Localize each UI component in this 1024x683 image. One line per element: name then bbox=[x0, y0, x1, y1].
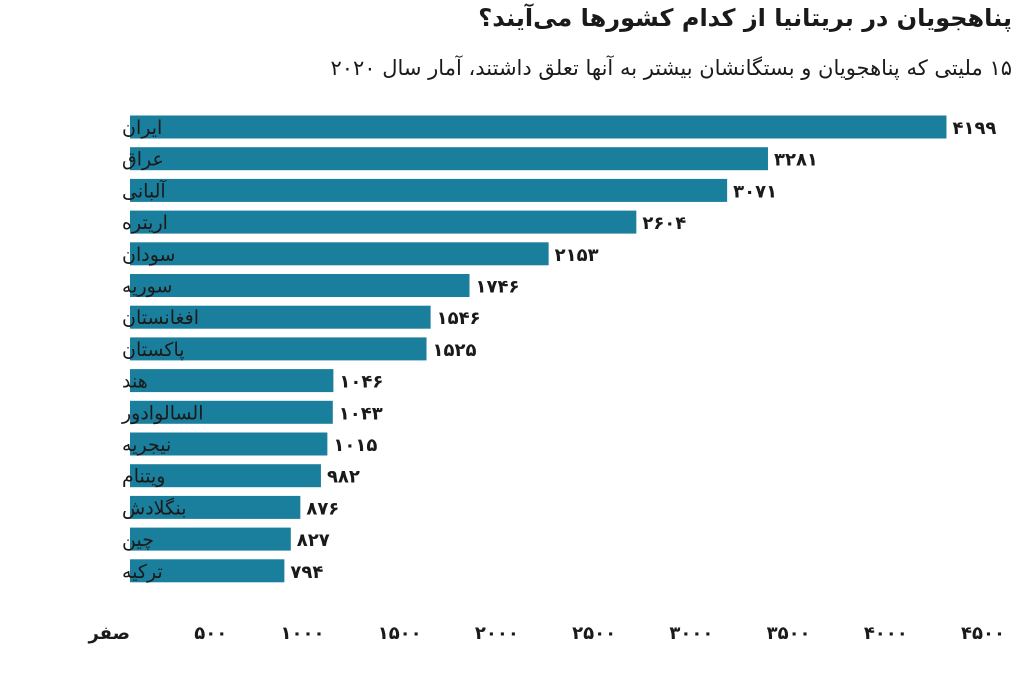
category-label: سوریه bbox=[122, 276, 172, 298]
x-tick-label: صفر bbox=[87, 623, 130, 644]
bar bbox=[130, 274, 470, 297]
value-label: ۱۰۴۳ bbox=[339, 403, 383, 424]
bar bbox=[130, 559, 285, 583]
category-label: ویتنام bbox=[122, 466, 165, 488]
chart-subtitle: ۱۵ ملیتی که پناهجویان و بستگانشان بیشتر … bbox=[330, 56, 1012, 80]
bar bbox=[130, 400, 333, 424]
value-label: ۱۵۲۵ bbox=[433, 340, 477, 361]
x-tick-label: ۳۰۰۰ bbox=[669, 623, 713, 644]
category-label: عراق bbox=[122, 149, 164, 171]
value-label: ۱۰۴۶ bbox=[339, 372, 383, 393]
bar bbox=[130, 337, 427, 361]
value-label: ۹۸۲ bbox=[327, 467, 360, 488]
category-label: ایران bbox=[122, 117, 162, 139]
x-tick-label: ۴۵۰۰ bbox=[961, 623, 1005, 644]
value-label: ۱۵۴۶ bbox=[437, 308, 481, 329]
value-label: ۱۷۴۶ bbox=[476, 277, 520, 298]
value-label: ۱۰۱۵ bbox=[333, 435, 377, 456]
x-tick-label: ۵۰۰ bbox=[194, 623, 227, 644]
value-label: ۷۹۴ bbox=[290, 562, 323, 583]
category-label: چین bbox=[122, 529, 154, 551]
value-label: ۸۲۷ bbox=[297, 530, 330, 551]
category-label: ترکیه bbox=[122, 561, 163, 583]
bar bbox=[130, 432, 328, 456]
x-tick-label: ۱۰۰۰ bbox=[280, 623, 324, 644]
category-label: افغانستان bbox=[122, 307, 199, 329]
bar bbox=[130, 495, 301, 519]
x-tick-label: ۱۵۰۰ bbox=[378, 623, 422, 644]
value-label: ۲۱۵۳ bbox=[555, 245, 599, 266]
bar bbox=[130, 178, 728, 202]
value-label: ۳۰۷۱ bbox=[733, 181, 777, 202]
category-label: السالوادور bbox=[121, 402, 204, 424]
value-label: ۸۷۶ bbox=[306, 498, 339, 519]
x-tick-label: ۳۵۰۰ bbox=[767, 623, 811, 644]
bar bbox=[130, 464, 321, 488]
x-tick-label: ۲۵۰۰ bbox=[572, 623, 616, 644]
bar bbox=[130, 210, 637, 234]
category-label: پاکستان bbox=[122, 339, 185, 361]
bar bbox=[130, 527, 291, 551]
category-label: نیجریه bbox=[122, 434, 171, 456]
bar bbox=[130, 305, 431, 329]
x-tick-label: ۲۰۰۰ bbox=[475, 623, 519, 644]
chart-title: پناهجویان در بریتانیا از کدام کشورها می‌… bbox=[478, 4, 1012, 32]
category-label: سودان bbox=[122, 244, 175, 266]
category-label: هند bbox=[122, 371, 148, 393]
category-label: آلبانی bbox=[122, 178, 166, 202]
value-label: ۴۱۹۹ bbox=[952, 118, 996, 139]
bar bbox=[130, 369, 334, 393]
bar bbox=[130, 115, 947, 139]
category-label: اریتره bbox=[122, 212, 168, 234]
bar bbox=[130, 242, 549, 266]
category-label: بنگلادش bbox=[122, 496, 187, 519]
value-label: ۳۲۸۱ bbox=[774, 150, 818, 171]
bar bbox=[130, 147, 768, 171]
x-tick-label: ۴۰۰۰ bbox=[864, 623, 908, 644]
value-label: ۲۶۰۴ bbox=[642, 213, 686, 234]
